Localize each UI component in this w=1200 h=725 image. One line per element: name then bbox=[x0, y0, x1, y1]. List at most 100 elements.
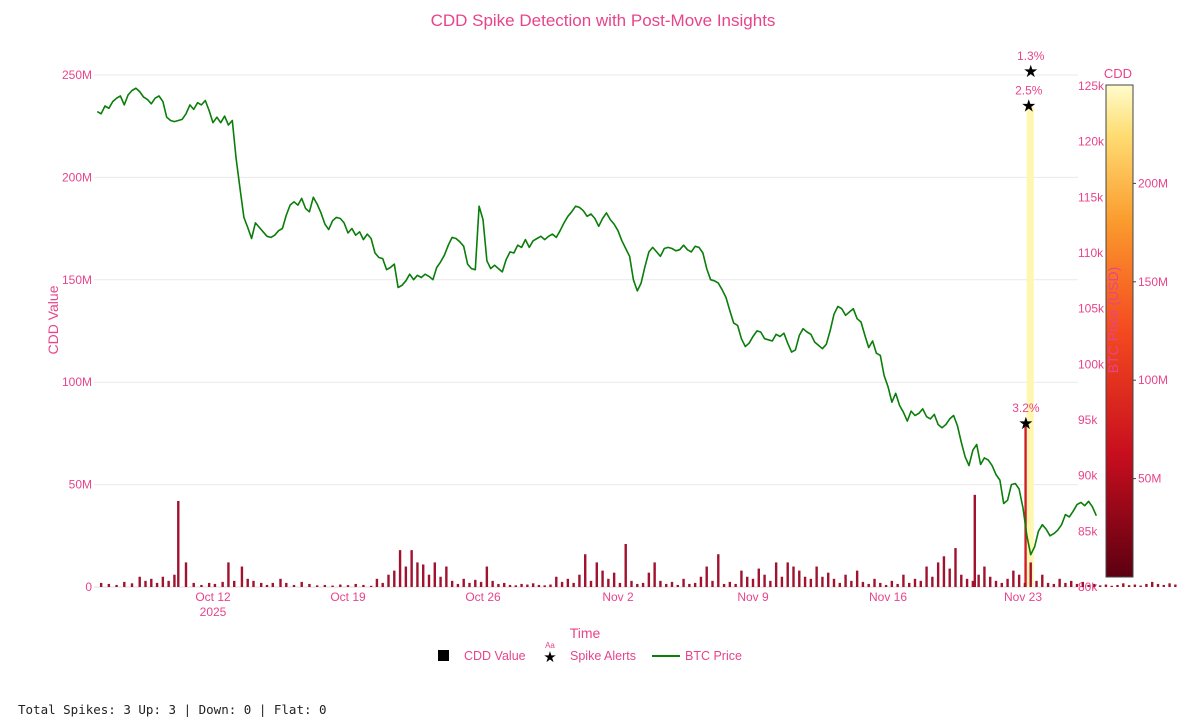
legend-swatch-cdd[interactable] bbox=[438, 650, 449, 661]
cdd-bar bbox=[1127, 585, 1131, 587]
cdd-bar bbox=[965, 578, 969, 587]
cdd-bar bbox=[433, 562, 436, 587]
cdd-bar bbox=[618, 582, 622, 587]
legend-label-btc[interactable]: BTC Price bbox=[685, 649, 742, 663]
cdd-bar bbox=[908, 582, 911, 587]
x-tick-label: Nov 9 bbox=[737, 590, 769, 604]
spike-alerts: ★3.2%★2.5%★1.3% bbox=[1012, 49, 1045, 433]
cdd-bar bbox=[393, 570, 396, 587]
cdd-bar bbox=[479, 581, 483, 587]
cdd-bar bbox=[167, 580, 170, 587]
cdd-bar bbox=[763, 574, 766, 587]
cdd-bar bbox=[769, 580, 772, 587]
cdd-bar bbox=[1081, 581, 1084, 587]
cdd-bar bbox=[123, 581, 126, 587]
cdd-bar bbox=[300, 581, 303, 587]
cdd-bar bbox=[375, 578, 379, 587]
cdd-bar bbox=[936, 562, 940, 587]
cdd-bar bbox=[427, 574, 431, 587]
cdd-bar bbox=[227, 562, 230, 587]
cdd-bar bbox=[977, 574, 980, 587]
cdd-bar bbox=[994, 580, 998, 587]
cdd-bar bbox=[1168, 583, 1171, 587]
cdd-bar bbox=[676, 584, 679, 587]
cdd-bar bbox=[670, 581, 674, 587]
cdd-bar bbox=[584, 554, 587, 587]
cdd-bar bbox=[873, 578, 876, 587]
cdd-bar bbox=[252, 580, 255, 587]
cdd-bar bbox=[369, 585, 373, 587]
colorbar-title: CDD bbox=[1104, 66, 1132, 81]
cdd-bar bbox=[699, 576, 703, 587]
cdd-bar bbox=[271, 582, 274, 587]
cdd-bar bbox=[705, 566, 708, 587]
cdd-bar bbox=[531, 583, 535, 587]
cdd-bar bbox=[362, 584, 365, 587]
legend-label-cdd[interactable]: CDD Value bbox=[464, 649, 526, 663]
cdd-bar bbox=[339, 584, 342, 587]
cdd-bar bbox=[410, 550, 413, 587]
cdd-bar bbox=[1023, 582, 1027, 587]
spike-star-icon: ★ bbox=[1018, 414, 1033, 433]
cdd-bar bbox=[1000, 582, 1003, 587]
spike-label: 3.2% bbox=[1012, 401, 1040, 415]
x-axis-label: Time bbox=[570, 625, 601, 641]
y-left-tick-label: 250M bbox=[62, 68, 92, 82]
spike-band bbox=[1026, 105, 1034, 587]
cdd-bar bbox=[1006, 578, 1009, 587]
cdd-bar bbox=[150, 578, 153, 587]
cdd-bar bbox=[155, 582, 159, 587]
y-right-tick-label: 95k bbox=[1078, 413, 1098, 427]
cdd-bar bbox=[398, 550, 402, 587]
y-right-tick-label: 125k bbox=[1078, 79, 1105, 93]
legend-star-icon[interactable]: ★ bbox=[543, 649, 556, 666]
cdd-bar bbox=[757, 568, 760, 587]
cdd-bar bbox=[240, 566, 244, 587]
y-axis-label-right: BTC Price (USD) bbox=[1105, 267, 1121, 374]
x-tick-label: Nov 2 bbox=[602, 590, 634, 604]
legend-label-spikes[interactable]: Spike Alerts bbox=[570, 649, 636, 663]
y-right-tick-label: 115k bbox=[1078, 190, 1104, 204]
colorbar-tick-label: 200M bbox=[1138, 176, 1168, 190]
cdd-bar bbox=[497, 583, 500, 587]
cdd-bar bbox=[1098, 585, 1102, 587]
cdd-bar bbox=[130, 583, 134, 587]
cdd-bar bbox=[1070, 580, 1073, 587]
colorbar-tick-label: 50M bbox=[1138, 472, 1161, 486]
cdd-bar bbox=[624, 543, 627, 587]
cdd-bar bbox=[850, 580, 853, 587]
cdd-bar bbox=[855, 570, 859, 587]
cdd-bar bbox=[595, 562, 598, 587]
spike-star-icon: ★ bbox=[1023, 62, 1038, 81]
cdd-bar bbox=[693, 582, 697, 587]
cdd-bar bbox=[404, 566, 408, 587]
y-right-tick-label: 120k bbox=[1078, 135, 1105, 149]
cdd-bar bbox=[161, 576, 165, 587]
cdd-bar bbox=[323, 584, 327, 587]
cdd-bar bbox=[954, 548, 957, 587]
cdd-bar bbox=[1087, 584, 1090, 587]
x-tick-label: Nov 16 bbox=[869, 590, 907, 604]
y-left-tick-label: 50M bbox=[69, 478, 92, 492]
cdd-bar bbox=[566, 578, 570, 587]
spike-summary: Total Spikes: 3 Up: 3 | Down: 0 | Flat: … bbox=[18, 702, 327, 717]
cdd-bar bbox=[815, 566, 818, 587]
cdd-bar bbox=[260, 582, 263, 587]
y-right-tick-label: 110k bbox=[1078, 246, 1104, 260]
y-left-tick-label: 150M bbox=[62, 273, 92, 287]
cdd-bar bbox=[751, 578, 755, 587]
y-left-tick-label: 0 bbox=[85, 580, 92, 594]
colorbar-tick-label: 150M bbox=[1138, 275, 1168, 289]
cdd-bar bbox=[589, 580, 593, 587]
cdd-bar bbox=[468, 582, 471, 587]
y-left-tick-label: 100M bbox=[62, 375, 92, 389]
spike-bar bbox=[1024, 423, 1028, 587]
cdd-bar bbox=[601, 570, 604, 587]
cdd-bar bbox=[838, 582, 841, 587]
cdd-bar bbox=[919, 580, 922, 587]
cdd-bar bbox=[387, 574, 390, 587]
cdd-bar bbox=[1035, 580, 1038, 587]
cdd-bar bbox=[572, 582, 575, 587]
